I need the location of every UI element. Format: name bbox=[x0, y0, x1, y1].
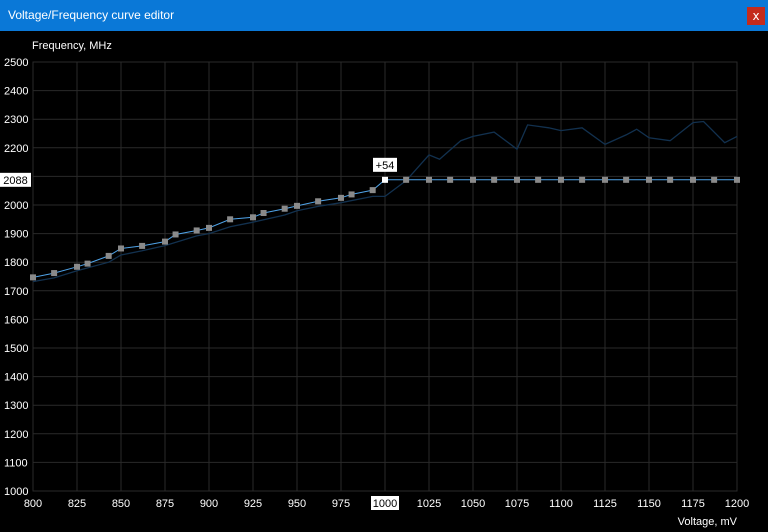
x-tick-label: 1200 bbox=[725, 498, 749, 510]
curve-point[interactable] bbox=[470, 176, 476, 183]
x-tick-label: 950 bbox=[288, 498, 306, 510]
curve-point[interactable] bbox=[602, 176, 608, 183]
title-bar: Voltage/Frequency curve editor x bbox=[0, 0, 768, 31]
curve-point[interactable] bbox=[250, 214, 256, 221]
curve-point[interactable] bbox=[84, 260, 91, 267]
curve-point[interactable] bbox=[193, 227, 200, 234]
y-tick-label: 1700 bbox=[4, 286, 28, 298]
curve-point[interactable] bbox=[491, 176, 498, 183]
curve-point[interactable] bbox=[447, 176, 454, 183]
curve-point[interactable] bbox=[579, 176, 586, 183]
selected-curve-point[interactable] bbox=[382, 176, 388, 183]
curve-point[interactable] bbox=[315, 198, 322, 205]
y-tick-label: 1400 bbox=[4, 372, 28, 384]
y-tick-label: 1300 bbox=[4, 400, 28, 412]
curve-point[interactable] bbox=[690, 176, 696, 183]
x-tick-label: 800 bbox=[24, 498, 42, 510]
curve-point[interactable] bbox=[281, 205, 288, 212]
freq-marker-bg bbox=[0, 172, 31, 187]
y-tick-labels: 2500240023002200210020001900180017001600… bbox=[4, 57, 28, 498]
curve-point[interactable] bbox=[206, 224, 212, 231]
window-title: Voltage/Frequency curve editor bbox=[8, 8, 175, 22]
x-tick-label: 875 bbox=[156, 498, 174, 510]
x-tick-label: 900 bbox=[200, 498, 218, 510]
selected-layer: +54 2088 1000 bbox=[0, 157, 399, 510]
freq-marker-label: 2088 bbox=[3, 175, 27, 187]
x-tick-label: 1100 bbox=[549, 498, 573, 510]
vf-curve-chart[interactable]: Frequency, MHz Voltage, mV 2500 2400 2300 2… bbox=[0, 31, 768, 532]
grid bbox=[32, 61, 738, 492]
curve-point[interactable] bbox=[118, 245, 124, 252]
curve-point[interactable] bbox=[294, 202, 300, 209]
close-button[interactable]: x bbox=[747, 7, 765, 25]
x-tick-label: 1125 bbox=[593, 498, 617, 510]
y-tick-label: 1000 bbox=[4, 486, 28, 498]
y-tick-label: 1600 bbox=[4, 314, 28, 326]
y-tick-label: 2200 bbox=[4, 143, 28, 155]
curve-point[interactable] bbox=[711, 176, 718, 183]
offset-tooltip-label: +54 bbox=[376, 160, 395, 172]
curve-point[interactable] bbox=[369, 187, 376, 194]
default-curve-line bbox=[32, 120, 738, 283]
x-tick-label: 850 bbox=[112, 498, 130, 510]
y-tick-label: 2500 bbox=[4, 57, 28, 69]
y-tick-label: 1500 bbox=[4, 343, 28, 355]
y-tick-label: 2000 bbox=[4, 200, 28, 212]
curve-point[interactable] bbox=[51, 270, 58, 277]
curve-point[interactable] bbox=[139, 242, 146, 249]
y-tick-label: 2400 bbox=[4, 86, 28, 98]
curve-point[interactable] bbox=[227, 216, 234, 223]
offset-tooltip-bg bbox=[373, 157, 397, 172]
curve-point[interactable] bbox=[348, 191, 355, 198]
x-tick-label: 1075 bbox=[505, 498, 529, 510]
x-tick-label: 1050 bbox=[461, 498, 485, 510]
x-tick-label: 1150 bbox=[637, 498, 661, 510]
curve-point[interactable] bbox=[260, 210, 267, 217]
x-tick-label: 975 bbox=[332, 498, 350, 510]
y-tick-label: 2300 bbox=[4, 114, 28, 126]
x-axis-label: Voltage, mV bbox=[678, 516, 738, 528]
y-tick-label: 1900 bbox=[4, 229, 28, 241]
curve-point[interactable] bbox=[74, 263, 80, 270]
y-tick-label: 1200 bbox=[4, 429, 28, 441]
y-axis-label: Frequency, MHz bbox=[32, 40, 112, 52]
curve-point[interactable] bbox=[734, 176, 740, 183]
x-tick-label: 925 bbox=[244, 498, 262, 510]
curve-point[interactable] bbox=[535, 176, 542, 183]
curve-point[interactable] bbox=[646, 176, 652, 183]
y-tick-label: 1100 bbox=[4, 457, 28, 469]
x-tick-labels: 800 825 850 875 900 925 950 975 1025 1050 1075 1100… bbox=[24, 498, 749, 510]
curve-point[interactable] bbox=[162, 238, 168, 245]
x-tick-label: 825 bbox=[68, 498, 86, 510]
curve-point[interactable] bbox=[558, 176, 564, 183]
chart-background bbox=[0, 31, 768, 532]
curve-point[interactable] bbox=[514, 176, 520, 183]
curve-point[interactable] bbox=[172, 231, 179, 238]
points-layer[interactable] bbox=[30, 176, 740, 281]
curve-point[interactable] bbox=[403, 176, 410, 183]
curve-point[interactable] bbox=[623, 176, 630, 183]
x-tick-label: 1025 bbox=[417, 498, 441, 510]
x-tick-label: 1175 bbox=[681, 498, 705, 510]
voltage-marker-label: 1000 bbox=[373, 498, 397, 510]
y-tick-label: 1800 bbox=[4, 257, 28, 269]
curve-point[interactable] bbox=[338, 194, 344, 201]
curve-point[interactable] bbox=[30, 274, 36, 281]
curve-point[interactable] bbox=[105, 252, 112, 259]
voltage-marker-bg bbox=[371, 496, 399, 510]
curve-point[interactable] bbox=[667, 176, 674, 183]
curve-point[interactable] bbox=[426, 176, 432, 183]
